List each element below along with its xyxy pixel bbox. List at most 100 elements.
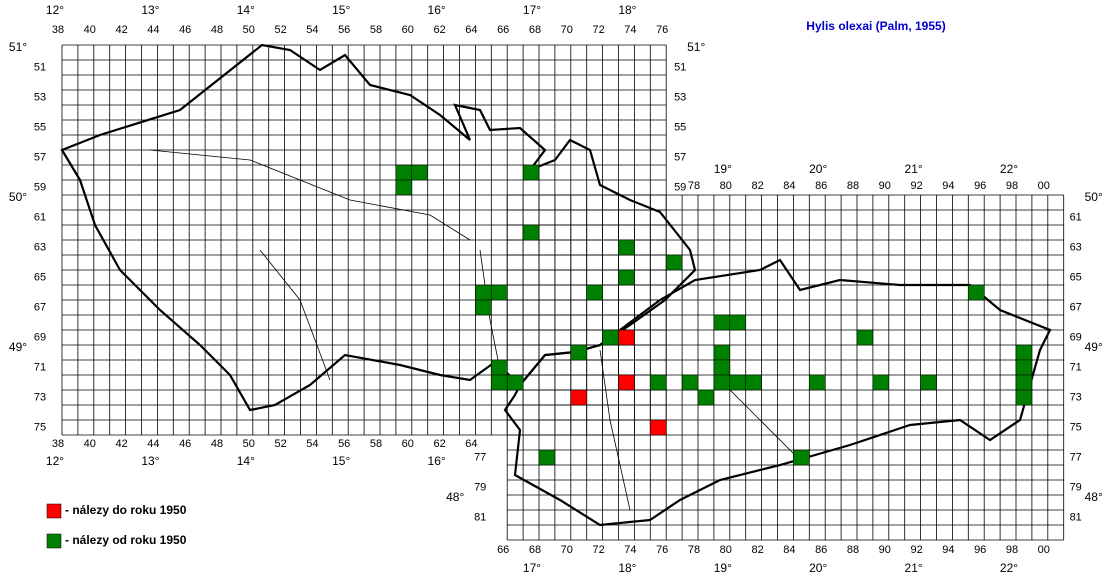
longitude-label: 16°	[428, 454, 446, 468]
row-label: 69	[34, 331, 46, 343]
record-square	[506, 374, 524, 391]
column-label: 76	[656, 24, 668, 36]
row-label: 63	[34, 241, 46, 253]
column-label: 62	[433, 24, 445, 36]
record-square	[395, 179, 413, 196]
latitude-label: 48°	[446, 490, 464, 504]
row-label: 81	[1070, 511, 1082, 523]
record-square	[475, 284, 492, 301]
latitude-label: 48°	[1085, 490, 1103, 504]
column-label: 64	[465, 438, 477, 450]
longitude-label: 20°	[809, 162, 827, 176]
record-square	[968, 284, 985, 301]
record-square	[570, 344, 587, 361]
record-square	[1015, 359, 1033, 376]
row-label: 77	[1070, 451, 1082, 463]
row-label: 67	[1070, 301, 1082, 313]
legend-label: - nálezy od roku 1950	[65, 533, 187, 547]
row-label: 51	[34, 61, 46, 73]
column-label: 62	[433, 438, 445, 450]
longitude-label: 17°	[523, 561, 541, 575]
longitude-label: 18°	[618, 561, 636, 575]
column-label: 54	[306, 438, 318, 450]
longitude-label: 19°	[714, 162, 732, 176]
row-label: 53	[34, 91, 46, 103]
record-square	[618, 269, 635, 286]
slovak-border	[503, 258, 1052, 527]
latitude-label: 51°	[687, 40, 705, 54]
row-label: 71	[34, 361, 46, 373]
row-label: 67	[34, 301, 46, 313]
column-label: 72	[592, 544, 604, 556]
row-label: 71	[1070, 361, 1082, 373]
latitude-label: 50°	[1085, 190, 1103, 204]
column-label: 58	[370, 24, 382, 36]
column-label: 50	[243, 438, 255, 450]
row-label: 75	[34, 421, 46, 433]
column-label: 44	[147, 438, 159, 450]
column-label: 84	[783, 180, 795, 192]
column-label: 88	[847, 544, 859, 556]
longitude-label: 16°	[428, 3, 446, 17]
row-label: 55	[34, 121, 46, 133]
row-label: 59	[674, 181, 686, 193]
row-label: 65	[1070, 271, 1082, 283]
record-square	[713, 344, 731, 361]
column-label: 44	[147, 24, 159, 36]
row-label: 79	[474, 481, 486, 493]
czech-border	[60, 43, 697, 412]
record-square	[522, 224, 540, 241]
record-square	[809, 374, 826, 391]
column-label: 40	[84, 24, 96, 36]
latitude-label: 51°	[9, 40, 27, 54]
longitude-label: 13°	[141, 454, 159, 468]
column-label: 60	[402, 438, 414, 450]
record-square	[650, 374, 667, 391]
record-square	[522, 164, 540, 181]
column-label: 00	[1038, 180, 1050, 192]
longitude-label: 14°	[237, 3, 255, 17]
column-label: 86	[815, 544, 827, 556]
river	[719, 379, 801, 461]
longitude-label: 18°	[618, 3, 636, 17]
column-label: 56	[338, 24, 350, 36]
row-label: 69	[1070, 331, 1082, 343]
column-label: 98	[1006, 544, 1018, 556]
river	[149, 149, 471, 241]
row-label: 57	[34, 151, 46, 163]
column-label: 56	[338, 438, 350, 450]
column-label: 92	[910, 544, 922, 556]
record-square	[602, 329, 619, 346]
record-square	[729, 314, 746, 331]
column-label: 92	[910, 180, 922, 192]
longitude-label: 12°	[46, 454, 64, 468]
record-square	[618, 374, 635, 391]
record-square	[1015, 344, 1033, 361]
column-label: 74	[624, 24, 636, 36]
longitude-label: 22°	[1000, 162, 1018, 176]
column-label: 38	[52, 438, 64, 450]
column-label: 58	[370, 438, 382, 450]
row-label: 73	[1070, 391, 1082, 403]
column-label: 94	[942, 544, 954, 556]
country-borders	[60, 43, 1052, 527]
column-label: 96	[974, 544, 986, 556]
column-label: 68	[529, 24, 541, 36]
column-label: 80	[720, 180, 732, 192]
column-label: 98	[1006, 180, 1018, 192]
row-label: 77	[474, 451, 486, 463]
column-label: 70	[561, 544, 573, 556]
row-label: 81	[474, 511, 486, 523]
record-square	[491, 284, 508, 301]
column-label: 48	[211, 438, 223, 450]
column-label: 76	[656, 544, 668, 556]
longitude-label: 15°	[332, 3, 350, 17]
column-label: 86	[815, 180, 827, 192]
longitude-label: 13°	[141, 3, 159, 17]
map-title: Hylis olexai (Palm, 1955)	[806, 19, 945, 33]
column-label: 78	[688, 180, 700, 192]
longitude-label: 21°	[905, 162, 923, 176]
column-label: 40	[84, 438, 96, 450]
column-label: 00	[1038, 544, 1050, 556]
column-label: 70	[561, 24, 573, 36]
